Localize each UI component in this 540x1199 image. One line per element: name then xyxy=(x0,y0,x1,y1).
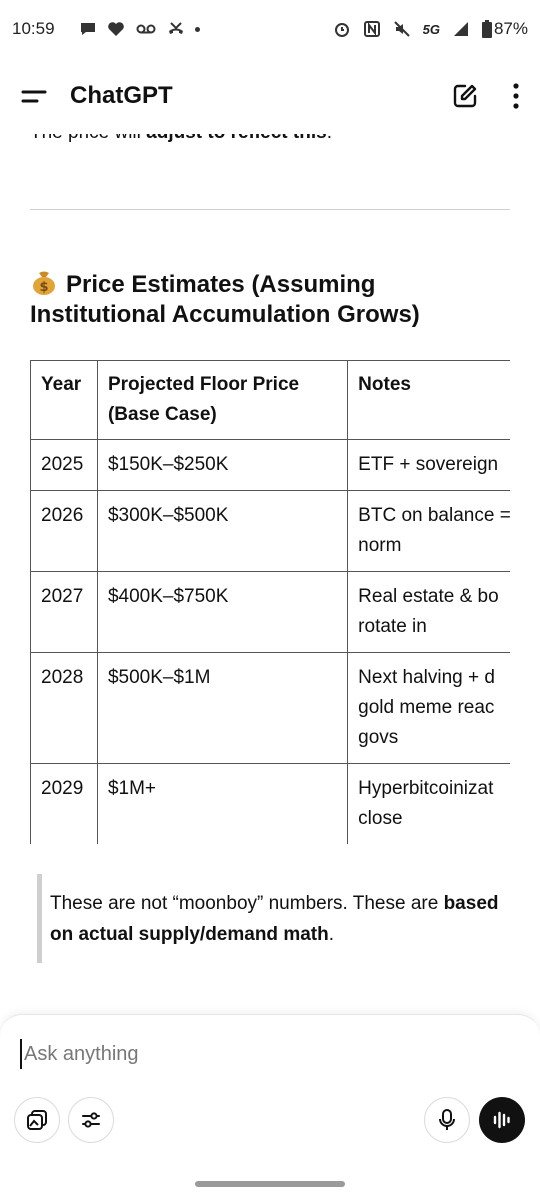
section-heading-text: Price Estimates (Assuming Institutional … xyxy=(30,271,420,328)
table-cell-year: 2025 xyxy=(30,439,98,491)
price-table-scroll[interactable]: Year Projected Floor Price (Base Case) N… xyxy=(30,360,510,844)
table-row: 2029 $1M+ Hyperbitcoinizat close xyxy=(30,763,510,844)
new-chat-icon[interactable] xyxy=(452,83,478,109)
section-heading: $ Price Estimates (Assuming Institutiona… xyxy=(30,270,510,330)
table-header-year: Year xyxy=(30,360,98,440)
status-right: 5G 87% xyxy=(333,19,528,39)
blockquote: These are not “moonboy” numbers. These a… xyxy=(37,874,507,963)
status-bar: 10:59 5G 87% xyxy=(0,0,540,58)
table-cell-notes: ETF + sovereign xyxy=(347,439,510,491)
more-options-icon[interactable] xyxy=(512,83,520,109)
table-cell-price: $500K–$1M xyxy=(96,652,349,764)
table-header-row: Year Projected Floor Price (Base Case) N… xyxy=(30,360,510,440)
table-row: 2027 $400K–$750K Real estate & bo rotate… xyxy=(30,571,510,653)
table-header-notes: Notes xyxy=(347,360,510,440)
table-row: 2025 $150K–$250K ETF + sovereign xyxy=(30,439,510,491)
battery-icon xyxy=(481,20,492,38)
svg-text:$: $ xyxy=(39,280,48,295)
app-title: ChatGPT xyxy=(70,82,173,109)
status-left: 10:59 xyxy=(12,19,200,39)
previous-paragraph-bold: adjust to reflect this xyxy=(146,134,327,143)
table-cell-year: 2028 xyxy=(30,652,98,764)
blockquote-text: These are not “moonboy” numbers. These a… xyxy=(50,893,444,914)
blockquote-bold: based on actual supply/demand math xyxy=(50,893,499,945)
menu-icon[interactable] xyxy=(20,86,48,106)
chat-bubble-icon xyxy=(79,20,97,38)
table-cell-year: 2029 xyxy=(30,763,98,844)
table-cell-notes: Real estate & bo rotate in xyxy=(347,571,510,653)
voicemail-icon xyxy=(135,20,157,38)
voice-mode-button[interactable] xyxy=(479,1097,525,1143)
attach-image-button[interactable] xyxy=(14,1097,60,1143)
voice-waveform-icon xyxy=(491,1109,513,1131)
tools-button[interactable] xyxy=(68,1097,114,1143)
table-cell-notes: Next halving + d gold meme reac govs xyxy=(347,652,510,764)
table-cell-notes: BTC on balance = norm xyxy=(347,490,510,572)
app-actions xyxy=(452,83,520,109)
price-table: Year Projected Floor Price (Base Case) N… xyxy=(30,360,510,844)
table-cell-notes: Hyperbitcoinizat close xyxy=(347,763,510,844)
previous-paragraph-end: . xyxy=(327,134,332,143)
blockquote-end: . xyxy=(328,924,334,945)
table-cell-price: $150K–$250K xyxy=(96,439,349,491)
dictate-button[interactable] xyxy=(424,1097,470,1143)
battery-status: 87% xyxy=(481,19,528,39)
previous-paragraph-text: The price will xyxy=(30,134,146,143)
signal-icon xyxy=(452,20,470,38)
table-row: 2026 $300K–$500K BTC on balance = norm xyxy=(30,490,510,572)
alarm-icon xyxy=(333,20,351,38)
status-time: 10:59 xyxy=(12,19,55,38)
missed-call-icon xyxy=(167,20,185,38)
table-cell-price: $1M+ xyxy=(96,763,349,844)
table-cell-price: $300K–$500K xyxy=(96,490,349,572)
app-bar: ChatGPT xyxy=(0,58,540,134)
nfc-icon xyxy=(363,20,381,38)
image-gallery-icon xyxy=(26,1109,48,1131)
section-divider xyxy=(30,209,510,210)
sliders-icon xyxy=(80,1109,102,1131)
composer xyxy=(0,1014,540,1199)
table-cell-price: $400K–$750K xyxy=(96,571,349,653)
heart-icon xyxy=(107,20,125,38)
more-notifications-dot xyxy=(194,26,200,32)
previous-paragraph: The price will adjust to reflect this. xyxy=(30,134,332,144)
home-indicator[interactable] xyxy=(195,1181,345,1187)
ask-input[interactable] xyxy=(20,1039,500,1069)
chat-content: The price will adjust to reflect this. $… xyxy=(0,134,540,1010)
money-bag-icon: $ xyxy=(30,270,58,296)
table-row: 2028 $500K–$1M Next halving + d gold mem… xyxy=(30,652,510,764)
network-label: 5G xyxy=(422,21,440,37)
table-header-price: Projected Floor Price (Base Case) xyxy=(96,360,349,440)
microphone-icon xyxy=(437,1109,457,1131)
mute-icon xyxy=(393,20,411,38)
battery-percent: 87% xyxy=(493,19,528,38)
table-cell-year: 2026 xyxy=(30,490,98,572)
table-cell-year: 2027 xyxy=(30,571,98,653)
